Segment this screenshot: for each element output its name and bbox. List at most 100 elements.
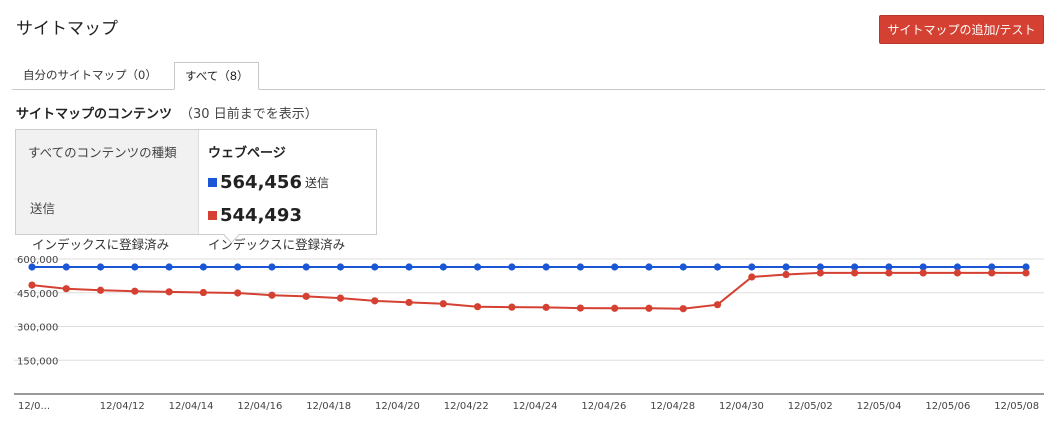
submitted-point <box>576 263 585 271</box>
x-tick-label: 12/04/18 <box>306 401 351 412</box>
submitted-point <box>234 263 242 271</box>
content-type-heading: ウェブページ <box>208 146 286 161</box>
submitted-point <box>371 263 379 271</box>
submitted-point <box>62 263 70 271</box>
content-detail: ウェブページ 564,456 送信 544,493 <box>208 142 329 226</box>
indexed-point <box>885 269 893 277</box>
indexed-point <box>919 269 927 277</box>
summary-card: すべてのコンテンツの種類 送信 ウェブページ 564,456 送信 544,493 <box>15 129 377 235</box>
section-title: サイトマップのコンテンツ <box>16 107 173 122</box>
indexed-metric: 544,493 <box>208 205 302 226</box>
indexed-point <box>508 303 516 311</box>
x-tick-label: 12/0... <box>18 401 50 412</box>
submitted-point <box>473 263 482 271</box>
x-tick-label: 12/04/26 <box>581 401 626 412</box>
indexed-point <box>679 305 687 313</box>
x-tick-label: 12/04/30 <box>719 401 764 412</box>
submitted-point <box>679 263 687 271</box>
submitted-metric: 564,456 送信 <box>208 172 329 193</box>
submitted-point <box>508 263 516 271</box>
indexed-point <box>645 304 653 312</box>
submitted-point <box>268 263 276 271</box>
indexed-point <box>131 287 139 295</box>
indexed-label-hidden-1: インデックスに登録済み <box>32 237 170 252</box>
submitted-point <box>96 263 105 271</box>
y-tick-label: 150,000 <box>17 356 58 367</box>
tabs-divider <box>12 89 1045 90</box>
submitted-label: 送信 <box>30 201 56 216</box>
y-tick-label: 300,000 <box>17 323 58 334</box>
tab-my-sitemaps[interactable]: 自分のサイトマップ（0） <box>23 68 157 82</box>
x-tick-label: 12/05/08 <box>994 401 1039 412</box>
indexed-point <box>782 270 790 279</box>
submitted-point <box>851 263 859 271</box>
page-title: サイトマップ <box>16 19 118 39</box>
indexed-count: 544,493 <box>220 205 302 226</box>
indexed-legend-swatch <box>208 211 217 220</box>
indexed-point <box>371 297 379 305</box>
submitted-point <box>405 263 413 271</box>
x-tick-label: 12/04/28 <box>650 401 695 412</box>
indexed-point <box>302 292 310 300</box>
submitted-point <box>919 263 927 271</box>
indexed-point <box>713 301 722 309</box>
indexed-point <box>62 285 70 293</box>
submitted-point <box>542 263 550 271</box>
submitted-point <box>645 263 653 271</box>
indexed-point <box>816 269 824 277</box>
y-tick-label: 450,000 <box>17 289 58 300</box>
x-tick-label: 12/05/06 <box>925 401 970 412</box>
submitted-point <box>1022 263 1030 271</box>
indexed-point <box>28 281 36 289</box>
submitted-point <box>199 263 207 271</box>
x-tick-label: 12/04/24 <box>513 401 558 412</box>
x-tick-label: 12/05/04 <box>857 401 902 412</box>
indexed-point <box>268 291 276 299</box>
x-tick-label: 12/04/16 <box>237 401 282 412</box>
submitted-point <box>439 263 447 271</box>
submitted-point <box>165 263 173 271</box>
indexed-point <box>611 304 619 312</box>
indexed-label-hidden-2: インデックスに登録済み <box>208 237 346 252</box>
x-tick-label: 12/04/14 <box>169 401 214 412</box>
submitted-point <box>953 263 962 271</box>
x-tick-label: 12/04/12 <box>100 401 145 412</box>
submitted-point <box>988 263 996 271</box>
indexed-point <box>988 269 996 277</box>
all-content-types-label: すべてのコンテンツの種類 <box>28 145 177 160</box>
indexed-point <box>953 269 962 277</box>
submitted-point <box>302 263 310 271</box>
indexed-point <box>439 300 447 308</box>
submitted-point <box>885 263 893 271</box>
submitted-point <box>816 263 824 271</box>
add-test-sitemap-button[interactable]: サイトマップの追加/テスト <box>879 15 1044 44</box>
tab-all[interactable]: すべて（8） <box>174 62 259 90</box>
submitted-point <box>748 263 756 271</box>
submitted-point <box>131 263 139 271</box>
indexed-point <box>165 288 173 296</box>
submitted-point <box>28 263 36 271</box>
content-type-selector[interactable]: すべてのコンテンツの種類 送信 <box>16 130 199 234</box>
x-tick-label: 12/05/02 <box>788 401 833 412</box>
indexed-point <box>405 298 413 307</box>
submitted-point <box>713 263 722 271</box>
submitted-legend-swatch <box>208 178 217 187</box>
indexed-point <box>748 273 756 281</box>
indexed-point <box>234 289 242 297</box>
submitted-point <box>611 263 619 271</box>
indexed-series-line <box>31 271 1026 310</box>
indexed-point <box>542 303 550 311</box>
x-tick-label: 12/04/20 <box>375 401 420 412</box>
submitted-point <box>336 263 345 271</box>
submitted-point <box>782 263 790 271</box>
indexed-point <box>199 288 207 297</box>
y-tick-label: 600,000 <box>17 255 58 266</box>
indexed-point <box>576 304 585 312</box>
submitted-count: 564,456 <box>220 172 302 193</box>
section-heading: サイトマップのコンテンツ （30 日前までを表示） <box>16 103 318 122</box>
indexed-point <box>473 303 482 311</box>
indexed-point <box>851 269 859 277</box>
indexed-point <box>96 286 105 294</box>
x-tick-label: 12/04/22 <box>444 401 489 412</box>
